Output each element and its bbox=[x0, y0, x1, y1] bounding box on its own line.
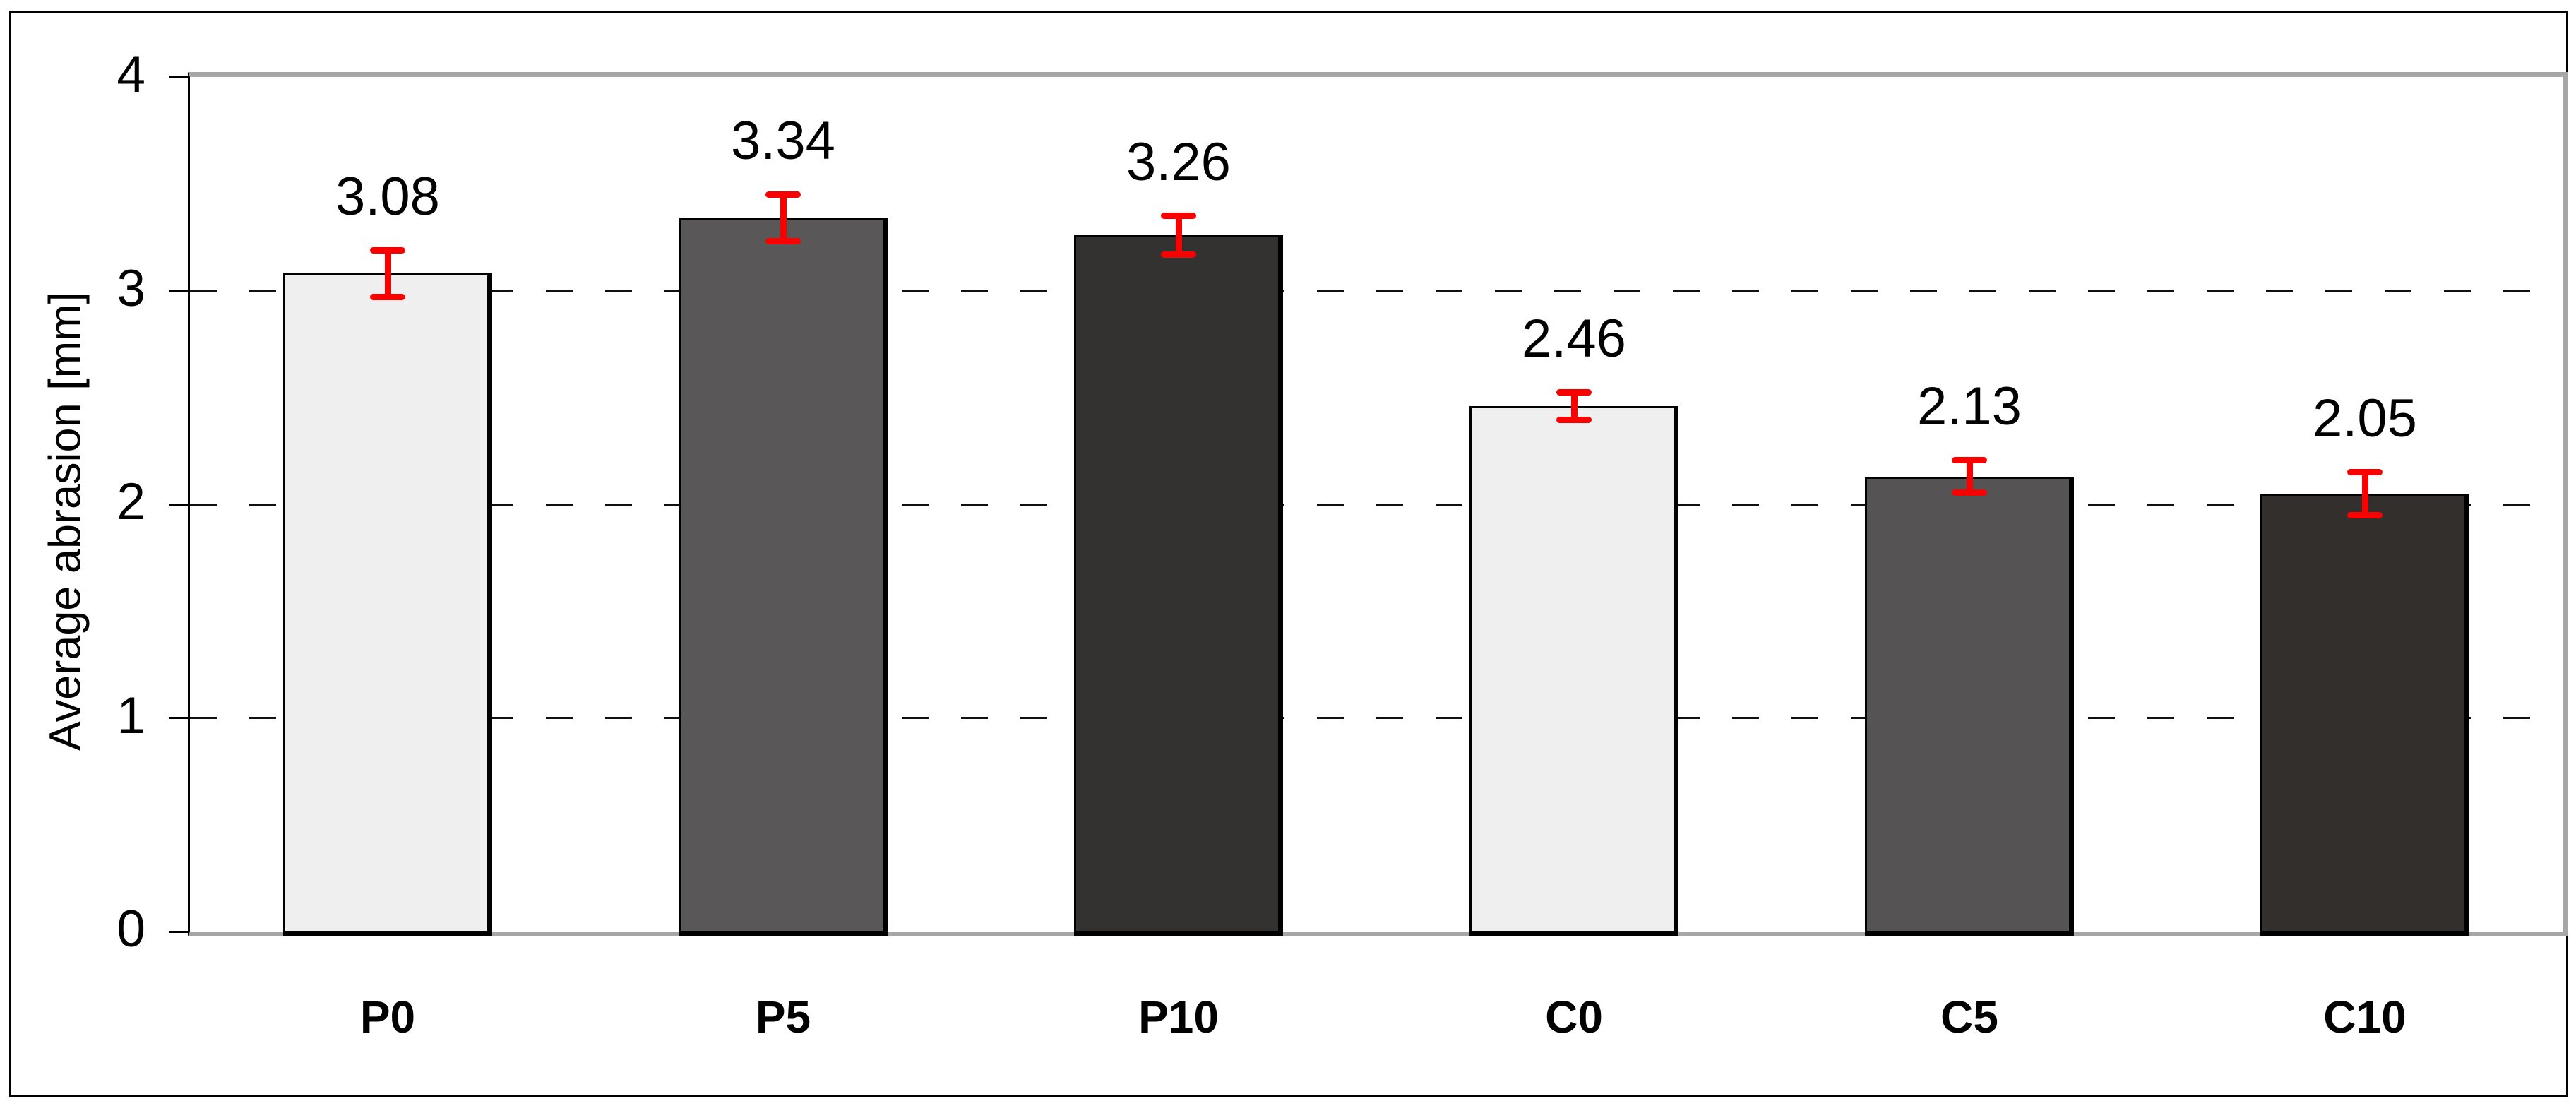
gridline-y3 bbox=[190, 290, 2563, 292]
value-label: 2.05 bbox=[2313, 388, 2417, 449]
value-label: 3.34 bbox=[731, 110, 835, 171]
gridline-y2 bbox=[190, 503, 2563, 506]
value-label: 3.26 bbox=[1126, 132, 1231, 193]
error-bar-line bbox=[1570, 392, 1578, 420]
error-bar-cap-top bbox=[1952, 457, 1987, 464]
value-label: 2.13 bbox=[1917, 376, 2022, 437]
value-label: 3.08 bbox=[335, 166, 440, 227]
category-label: P0 bbox=[359, 992, 416, 1042]
error-bar-line bbox=[1966, 460, 1973, 493]
y-tick-mark bbox=[169, 76, 188, 78]
error-bar-cap-top bbox=[2347, 469, 2383, 476]
error-bar-cap-bottom bbox=[2347, 511, 2383, 518]
bar-C10 bbox=[2260, 493, 2469, 936]
category-label: C5 bbox=[1940, 992, 1998, 1042]
gridline-y1 bbox=[190, 717, 2563, 719]
category-label: P10 bbox=[1138, 992, 1219, 1042]
y-tick-label: 1 bbox=[117, 686, 145, 744]
category-label: C10 bbox=[2323, 992, 2407, 1042]
y-tick-mark bbox=[169, 290, 188, 292]
plot-area bbox=[188, 72, 2568, 936]
y-tick-mark bbox=[169, 930, 188, 933]
error-bar-cap-top bbox=[370, 246, 405, 254]
error-bar-line bbox=[780, 194, 787, 242]
value-label: 2.46 bbox=[1522, 308, 1626, 369]
error-bar-line bbox=[384, 250, 391, 297]
bar-P0 bbox=[283, 273, 492, 936]
bar-C0 bbox=[1469, 405, 1678, 936]
error-bar-cap-top bbox=[1556, 388, 1592, 396]
error-bar-cap-bottom bbox=[1556, 417, 1592, 423]
error-bar-line bbox=[2361, 472, 2368, 516]
error-bar-cap-top bbox=[765, 191, 801, 198]
y-tick-label: 2 bbox=[117, 473, 145, 530]
error-bar-cap-top bbox=[1161, 213, 1196, 220]
error-bar-line bbox=[1175, 215, 1182, 255]
error-bar-cap-bottom bbox=[1161, 251, 1196, 258]
category-label: C0 bbox=[1545, 992, 1603, 1042]
y-tick-mark bbox=[169, 717, 188, 719]
error-bar-cap-bottom bbox=[370, 294, 405, 301]
bar-C5 bbox=[1865, 476, 2074, 936]
error-bar-cap-bottom bbox=[765, 238, 801, 245]
y-tick-mark bbox=[169, 503, 188, 506]
y-tick-label: 3 bbox=[117, 259, 145, 317]
bar-P5 bbox=[679, 218, 888, 936]
error-bar-cap-bottom bbox=[1952, 489, 1987, 496]
category-label: P5 bbox=[755, 992, 811, 1042]
bar-P10 bbox=[1074, 234, 1283, 936]
y-tick-label: 4 bbox=[117, 46, 145, 103]
y-tick-label: 0 bbox=[117, 900, 145, 958]
